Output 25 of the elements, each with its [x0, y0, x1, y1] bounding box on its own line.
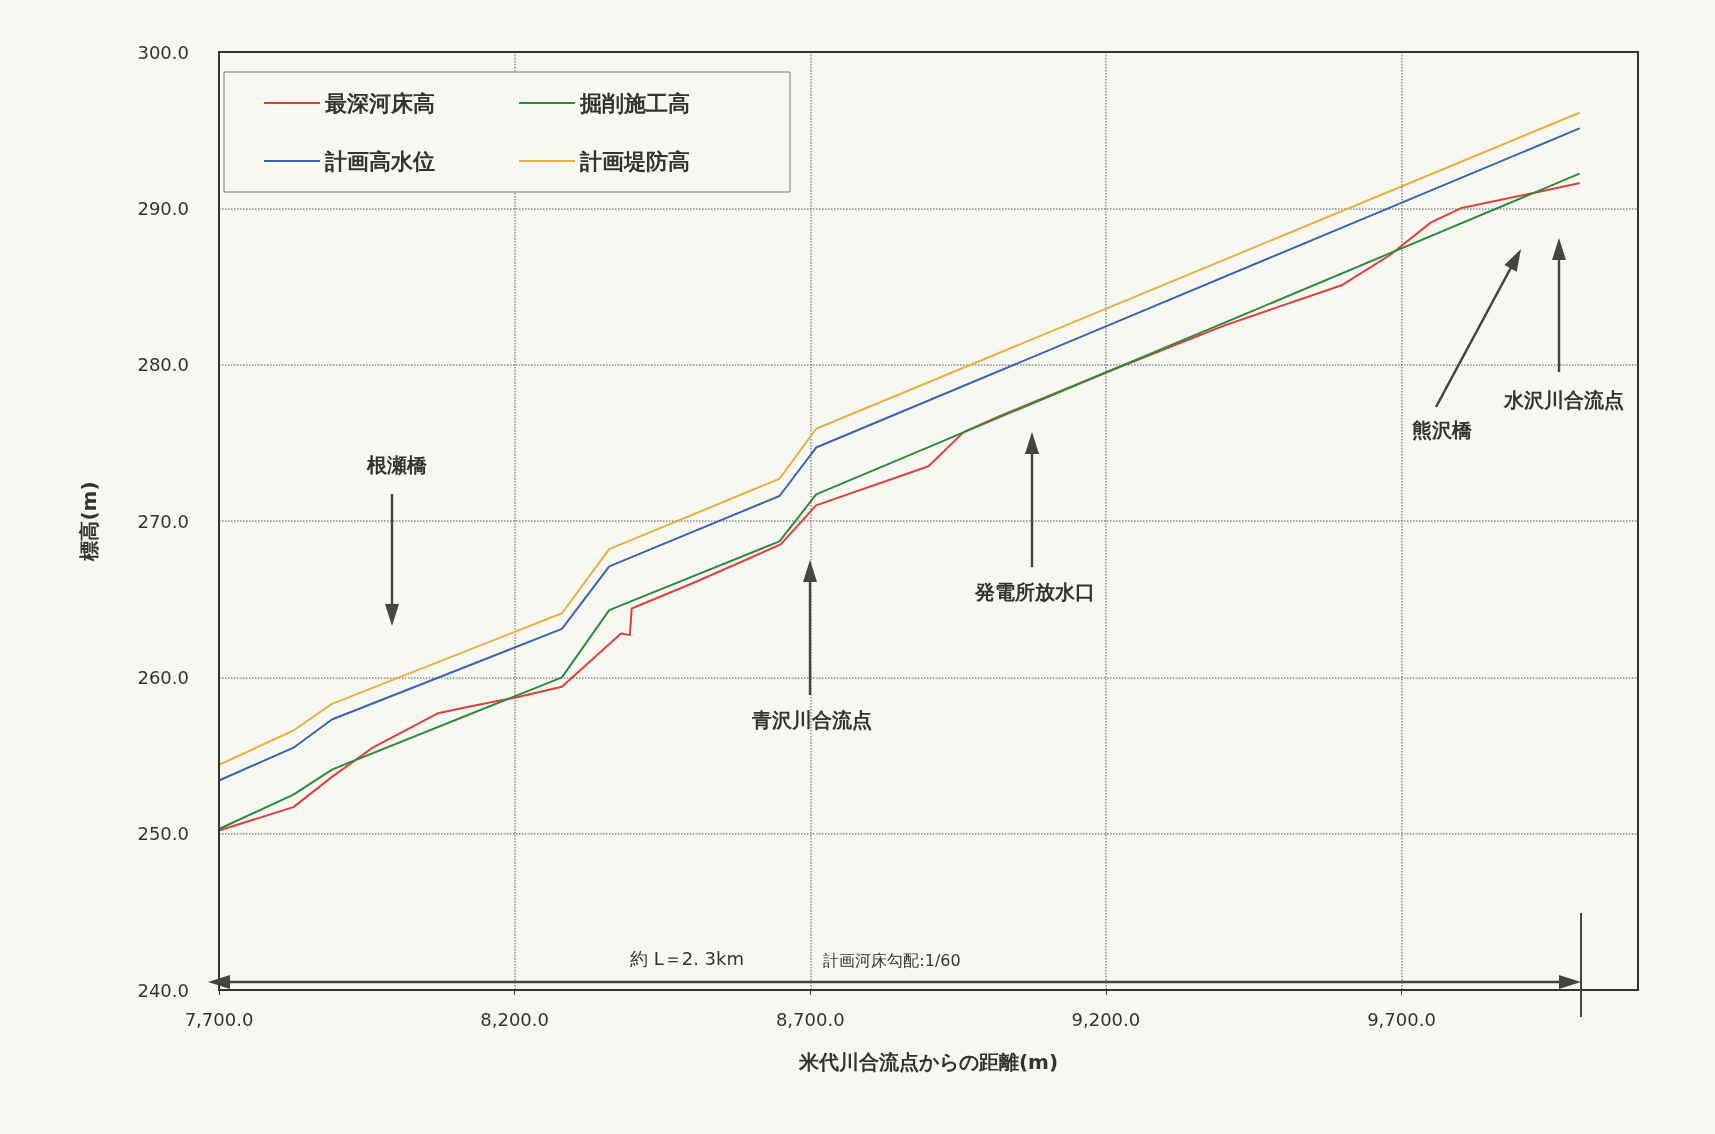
x-tick-label: 7,700.0 — [184, 1008, 254, 1030]
x-tick-label: 9,700.0 — [1367, 1008, 1436, 1030]
annotation: 青沢川合流点 — [751, 708, 872, 732]
annotation: 約 L＝2. 3km — [629, 947, 745, 969]
legend-label: 最深河床高 — [324, 90, 435, 116]
y-tick-label: 260.0 — [137, 666, 189, 688]
x-tick-label: 9,200.0 — [1071, 1008, 1141, 1030]
y-tick-label: 250.0 — [137, 823, 189, 845]
x-tick-label: 8,200.0 — [480, 1008, 549, 1030]
y-tick-label: 270.0 — [137, 510, 189, 532]
legend-label: 計画高水位 — [324, 148, 435, 174]
annotation: 水沢川合流点 — [1503, 388, 1624, 412]
y-tick-label: 290.0 — [137, 197, 189, 219]
annotation: 計画河床勾配:1/60 — [823, 950, 961, 970]
annotation: 根瀬橋 — [366, 453, 428, 477]
y-tick-label: 300.0 — [137, 41, 189, 63]
y-axis-title: 標高(m) — [77, 481, 101, 562]
x-tick-label: 8,700.0 — [775, 1008, 845, 1030]
x-axis-title: 米代川合流点からの距離(m) — [797, 1050, 1059, 1074]
y-tick-label: 240.0 — [137, 979, 189, 1001]
y-tick-label: 280.0 — [137, 354, 189, 376]
annotation: 発電所放水口 — [974, 580, 1095, 604]
legend-label: 計画堤防高 — [579, 148, 690, 174]
legend-label: 掘削施工高 — [579, 90, 690, 116]
annotation: 熊沢橋 — [1412, 418, 1473, 442]
